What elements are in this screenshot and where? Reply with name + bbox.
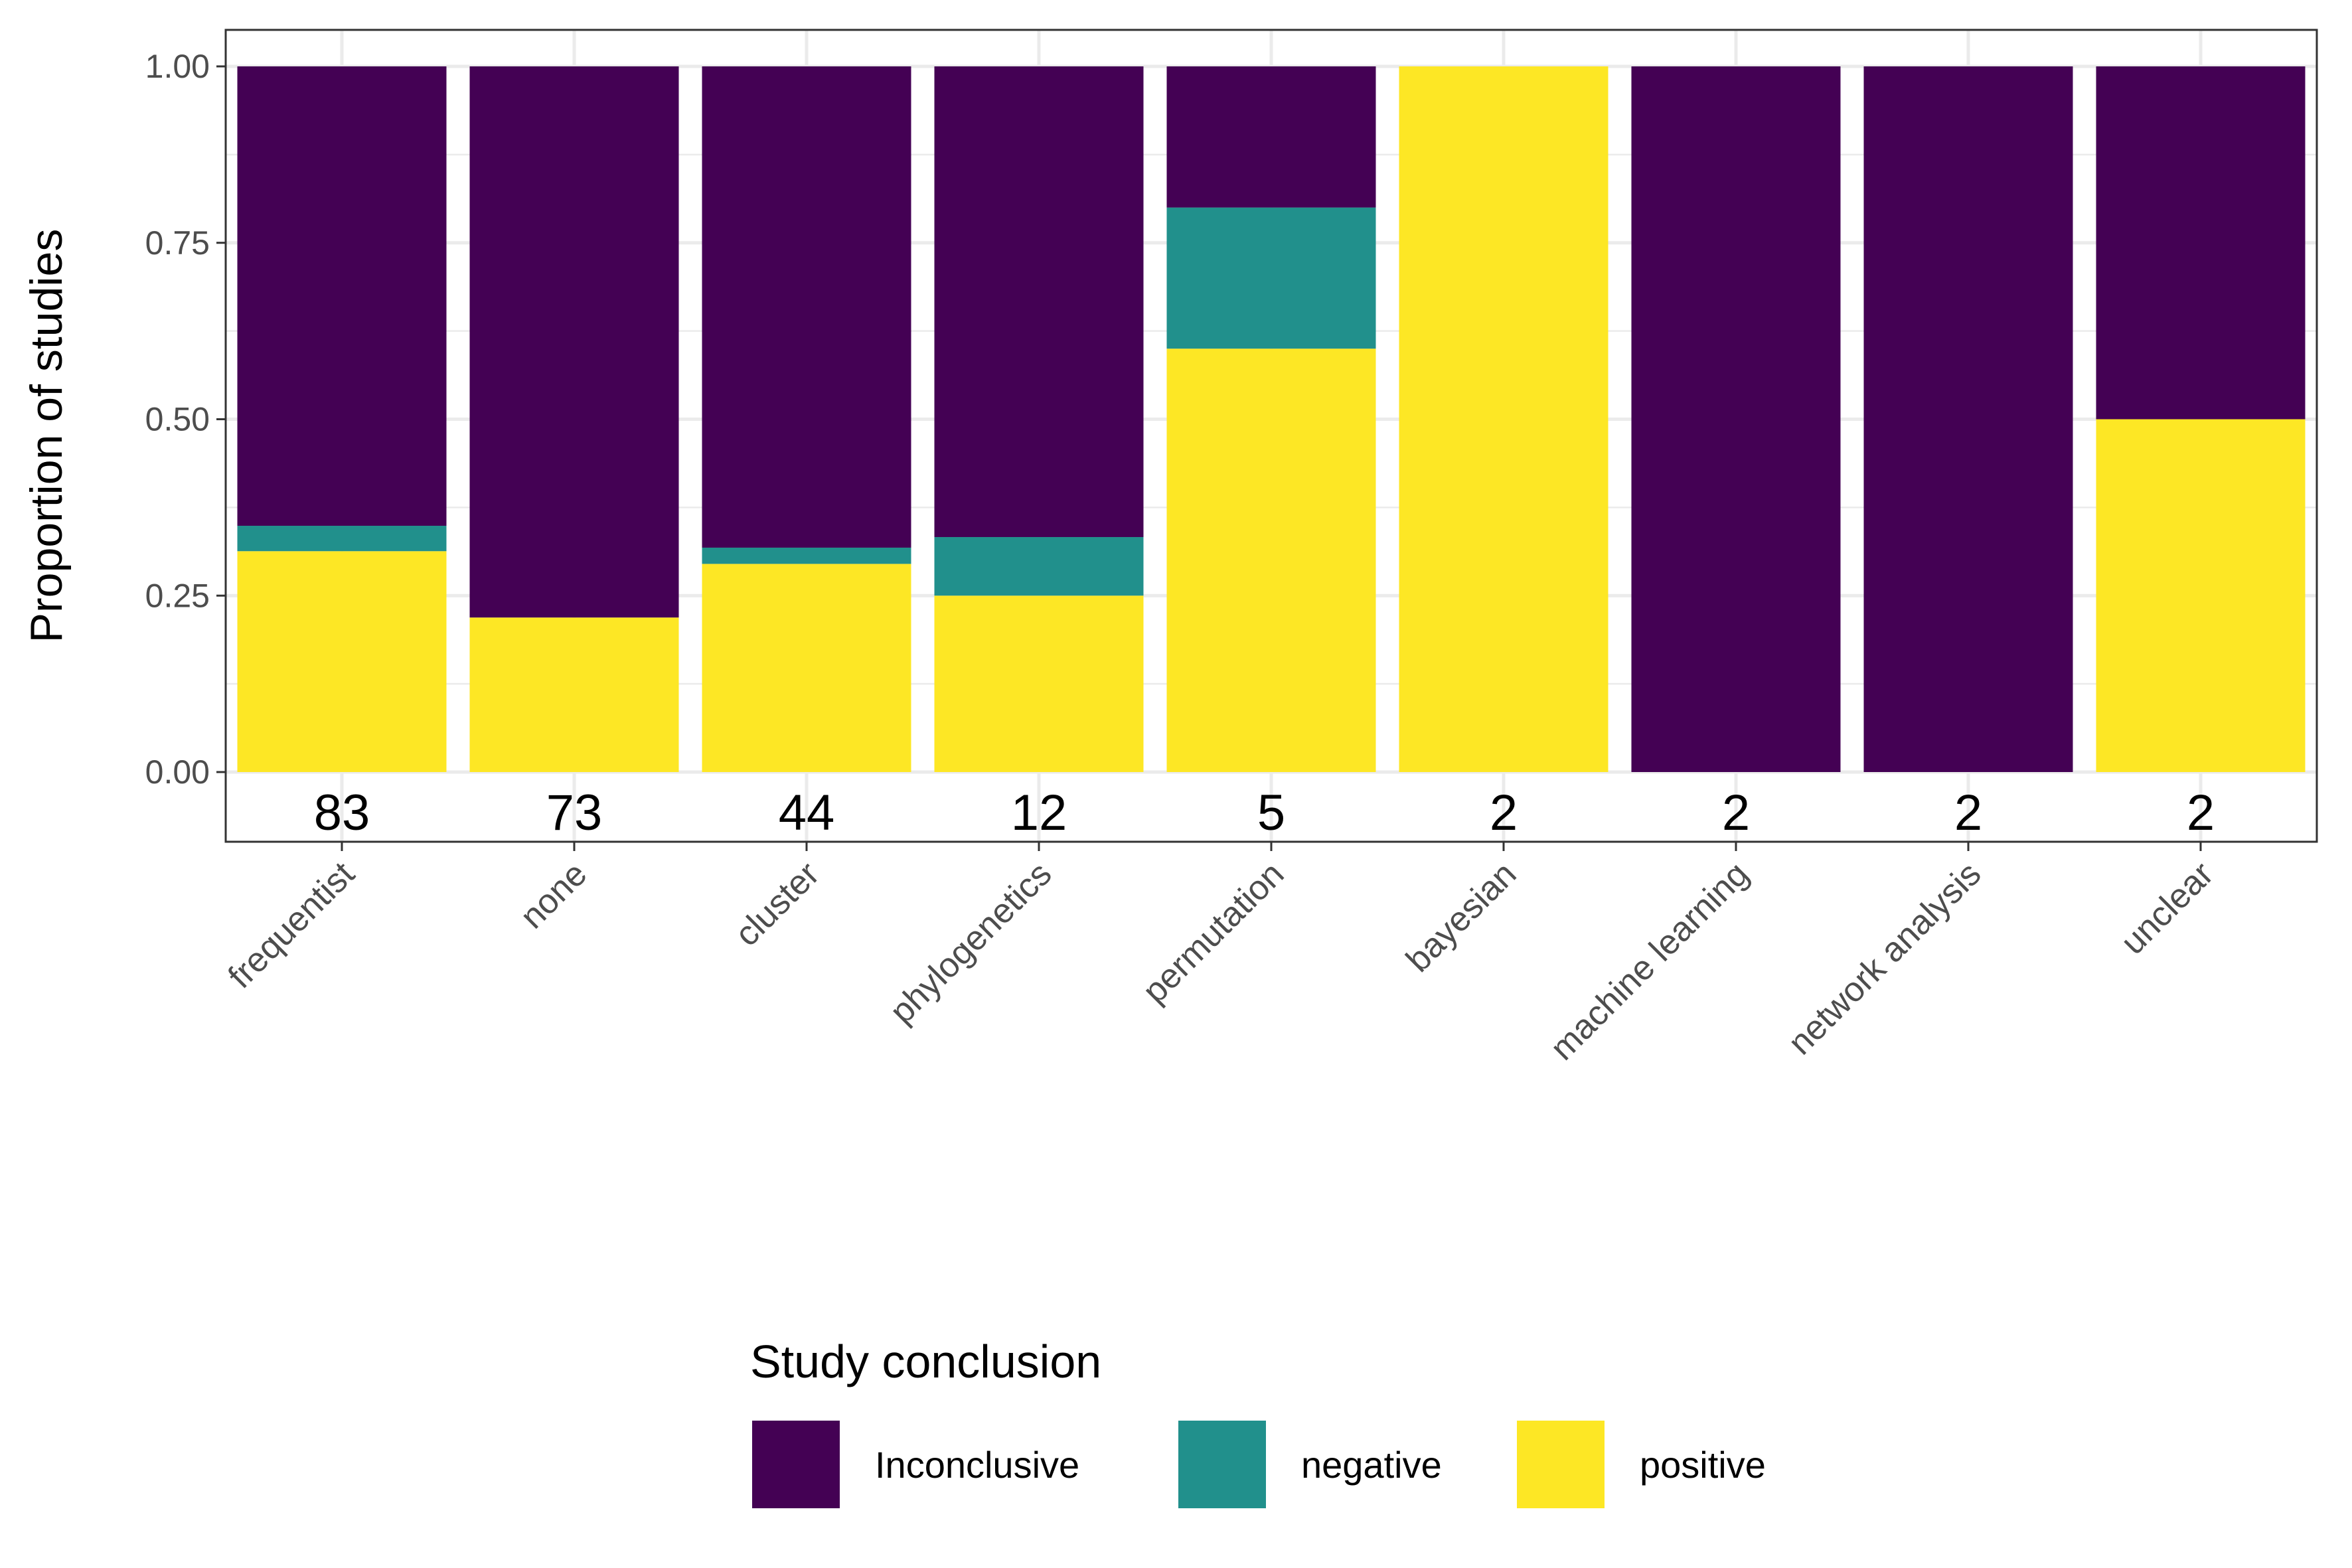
x-tick-label: phylogenetics [883,854,1059,1031]
bar-segment-negative [934,537,1144,596]
bar-segment-positive [934,595,1144,772]
legend-label: positive [1640,1444,1766,1486]
x-tick-label: machine learning [1543,854,1756,1067]
count-label: 2 [1954,785,1982,841]
x-tick-label: permutation [1135,854,1291,1010]
bar-segment-negative [237,526,447,552]
bar-segment-inconclusive [1863,66,2073,772]
count-label: 2 [2187,785,2215,841]
x-tick-label: none [513,854,595,936]
count-label: 2 [1722,785,1750,841]
count-label: 5 [1257,785,1285,841]
count-label: 2 [1490,785,1518,841]
bar-segment-positive [469,617,679,772]
x-tick-label: network analysis [1781,854,1989,1062]
bar-segment-positive [1166,349,1376,772]
bar-segment-negative [702,547,911,564]
y-tick-label: 0.75 [145,224,210,262]
bar-segment-positive [2096,419,2306,772]
x-tick-label: cluster [728,854,826,953]
count-label: 44 [779,785,835,841]
legend-title: Study conclusion [750,1336,1101,1387]
count-labels: 83 73 44 12 5 2 2 2 2 [314,785,2215,841]
x-axis: frequentist none cluster phylogenetics permu… [221,842,2221,1068]
bar-segment-inconclusive [1166,66,1376,208]
y-axis: 0.00 0.25 0.50 0.75 1.00 [145,48,226,791]
bar-segment-negative [1166,207,1376,349]
x-tick-label: bayesian [1399,854,1524,979]
count-label: 12 [1011,785,1067,841]
legend-label: Inconclusive [875,1444,1079,1486]
y-tick-label: 0.50 [145,401,210,438]
count-label: 83 [314,785,370,841]
bar-segment-positive [702,564,911,772]
y-tick-label: 1.00 [145,48,210,85]
legend-key-negative [1178,1421,1266,1508]
x-tick-label: frequentist [221,854,362,996]
legend-key-positive [1517,1421,1605,1508]
bar-segment-positive [1399,66,1608,772]
x-tick-label: unclear [2114,854,2221,962]
bar-segment-inconclusive [2096,66,2306,420]
bar-segment-inconclusive [934,66,1144,538]
bar-segment-positive [237,551,447,772]
bar-segment-inconclusive [1631,66,1841,772]
y-tick-label: 0.00 [145,753,210,791]
legend-key-inconclusive [752,1421,840,1508]
y-axis-title: Proportion of studies [21,229,72,643]
bar-segment-inconclusive [237,66,447,526]
legend: Study conclusion Inconclusive negative pos… [750,1336,1766,1508]
legend-label: negative [1301,1444,1442,1486]
bars [237,66,2306,772]
count-label: 73 [546,785,603,841]
bar-segment-inconclusive [469,66,679,618]
bar-segment-inconclusive [702,66,911,548]
y-tick-label: 0.25 [145,577,210,614]
